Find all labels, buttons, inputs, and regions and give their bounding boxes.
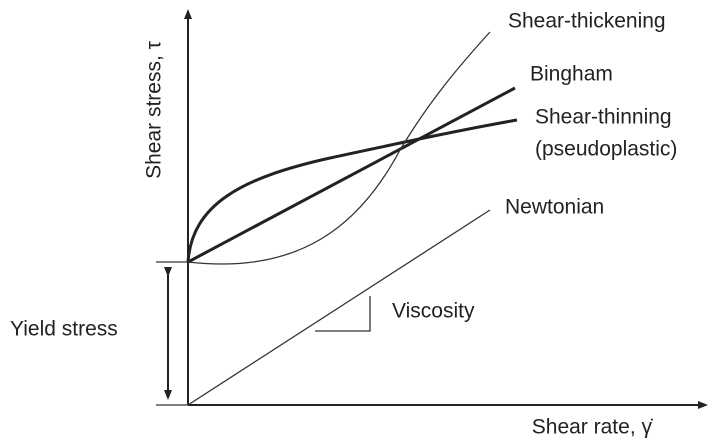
curve-label: Shear-thinning	[535, 106, 672, 129]
curve-label: Shear-thickening	[508, 10, 666, 33]
viscosity-triangle	[315, 296, 371, 332]
curve-label: (pseudoplastic)	[535, 138, 677, 161]
x-axis-label: Shear rate, γ̇	[532, 416, 653, 439]
curve-label: Newtonian	[505, 196, 604, 219]
shear-thinning-curve	[186, 118, 518, 263]
yield-stress-label: Yield stress	[10, 318, 118, 341]
newtonian-curve	[187, 209, 491, 406]
y-axis-label: Shear stress, τ	[143, 40, 166, 179]
shear-thickening-curve	[187, 31, 491, 265]
curve-label: Bingham	[530, 63, 613, 86]
bingham-curve	[187, 86, 516, 264]
viscosity-label: Viscosity	[392, 300, 475, 323]
